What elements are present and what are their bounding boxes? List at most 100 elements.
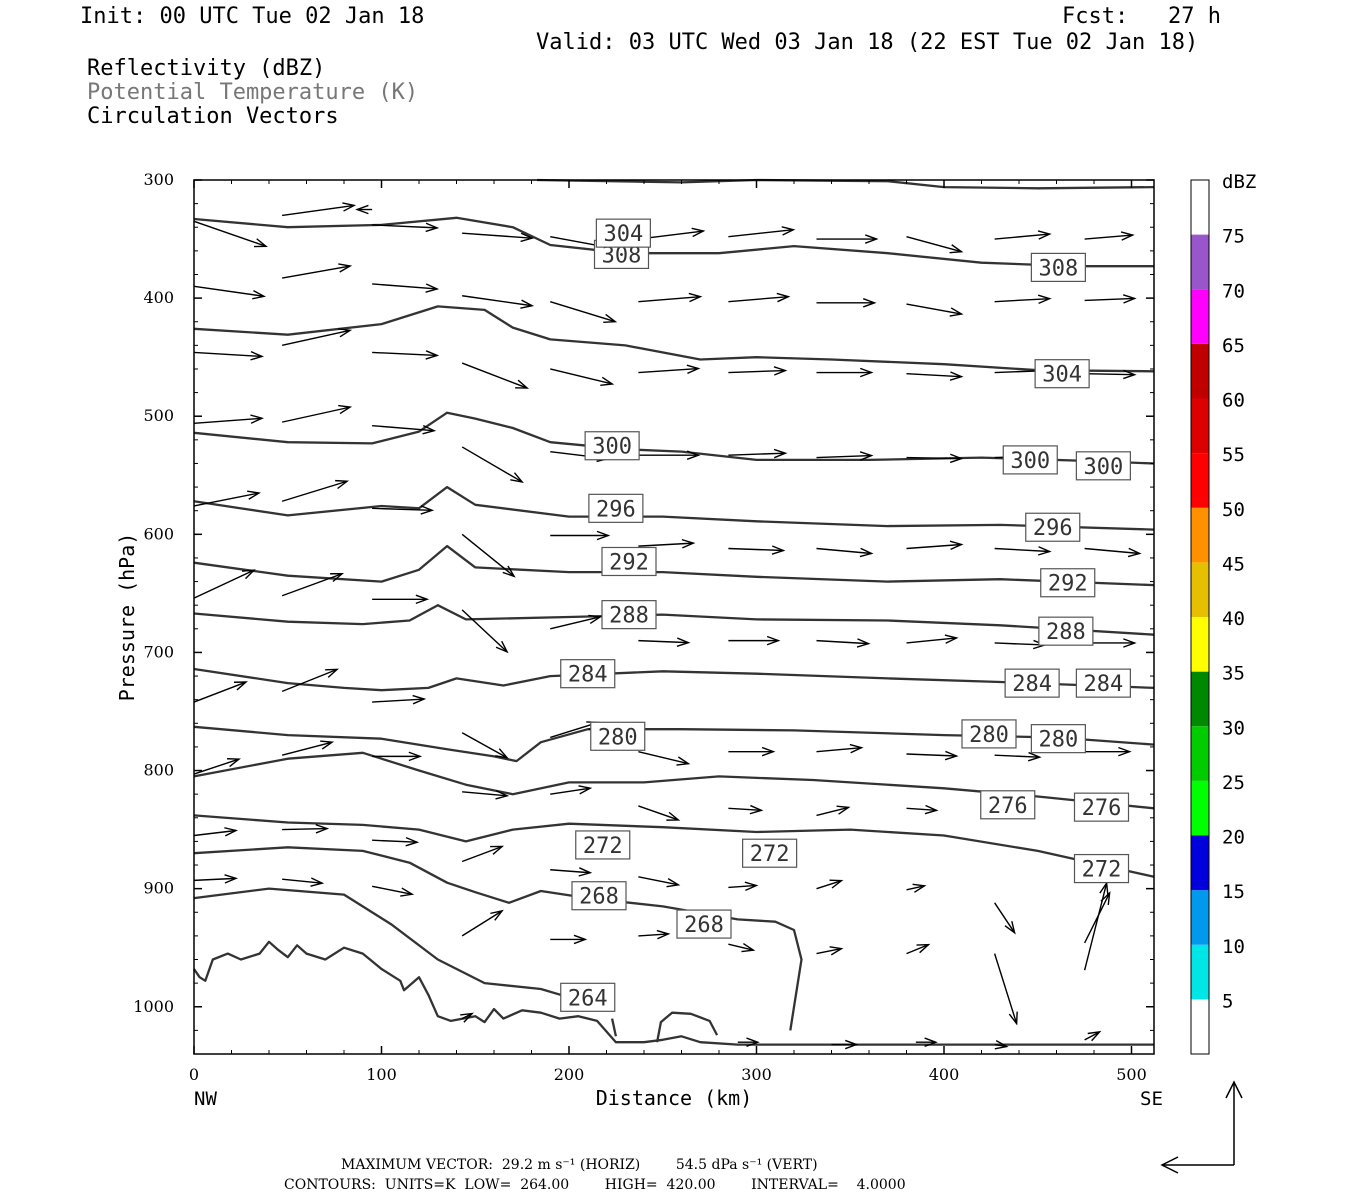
- theta-contour: [193, 940, 1154, 1046]
- wind-vector: [906, 236, 964, 254]
- wind-vector: [994, 294, 1052, 305]
- contour-label: 284: [1075, 668, 1131, 698]
- wind-vector: [461, 362, 530, 389]
- wind-vector: [550, 530, 611, 541]
- field-circulation-vectors: Circulation Vectors: [87, 104, 339, 129]
- theta-contour: [193, 485, 1155, 531]
- contour-label: 288: [601, 600, 657, 630]
- wind-vector: [816, 946, 844, 956]
- wind-vector: [193, 758, 241, 775]
- wind-vector: [281, 740, 335, 756]
- contour-label: 268: [571, 881, 627, 911]
- wind-vector: [1084, 294, 1137, 304]
- colorbar-tick-label: 50: [1222, 499, 1245, 521]
- wind-vector: [915, 1037, 938, 1047]
- wind-vector: [906, 453, 964, 464]
- wind-vector: [1084, 746, 1132, 757]
- colorbar-tick-label: 75: [1222, 226, 1245, 248]
- wind-vector: [906, 883, 927, 893]
- colorbar-tick-label: 25: [1222, 772, 1245, 794]
- theta-contour: [193, 604, 1155, 636]
- wind-vector: [550, 867, 593, 877]
- colorbar-tick-label: 70: [1222, 280, 1245, 302]
- colorbar-tick-label: 30: [1222, 717, 1245, 739]
- svg-text:264: 264: [568, 986, 608, 1011]
- wind-vector: [282, 263, 353, 279]
- y-tick-label: 400: [143, 288, 174, 307]
- theta-contour: [193, 887, 594, 1008]
- contour-label: 292: [1040, 568, 1096, 598]
- theta-contour: [655, 1011, 719, 1043]
- wind-vector: [638, 450, 701, 460]
- svg-text:276: 276: [1082, 796, 1122, 821]
- colorbar-segment: [1191, 453, 1209, 508]
- colorbar-segment: [1191, 343, 1209, 399]
- theta-contour: [193, 725, 1155, 763]
- wind-vector: [282, 877, 325, 887]
- dbz-colorbar: 5 10 15 20 25 30 35 40 45 50 55 60 65 70 75 dBZ: [1190, 171, 1256, 1055]
- colorbar-tick-label: 10: [1222, 936, 1245, 958]
- y-tick-label: 500: [143, 406, 174, 425]
- colorbar-tick-label: 40: [1222, 608, 1245, 630]
- wind-vector: [462, 232, 535, 243]
- wind-vector: [728, 804, 764, 815]
- svg-text:276: 276: [988, 794, 1028, 819]
- wind-vector: [372, 694, 427, 705]
- svg-text:300: 300: [1084, 455, 1124, 480]
- nw-label: NW: [194, 1088, 217, 1110]
- wind-vector: [1084, 369, 1137, 380]
- reference-vector-arrows: [1160, 1080, 1243, 1174]
- svg-text:296: 296: [1033, 516, 1073, 541]
- wind-vector: [638, 292, 703, 303]
- theta-contour: [193, 751, 1155, 810]
- svg-text:300: 300: [592, 435, 632, 460]
- max-vector-note: MAXIMUM VECTOR: 29.2 m s⁻¹ (HORIZ) 54.5 …: [341, 1157, 818, 1173]
- colorbar-unit: dBZ: [1222, 171, 1256, 193]
- wind-vector: [728, 881, 759, 892]
- se-label: SE: [1140, 1088, 1163, 1110]
- wind-vector: [638, 364, 701, 375]
- wind-vector: [994, 751, 1042, 762]
- wind-vector: [193, 490, 262, 507]
- y-tick-label: 300: [143, 170, 174, 189]
- colorbar-segment: [1191, 726, 1209, 781]
- contour-label: 308: [1030, 252, 1086, 282]
- wind-vector: [461, 446, 524, 483]
- colorbar-segment: [1191, 671, 1209, 727]
- contour-label: 276: [1073, 792, 1130, 822]
- colorbar-segment: [1191, 944, 1209, 1000]
- contour-label: 300: [1002, 445, 1058, 475]
- wind-vector: [372, 594, 430, 605]
- y-axis-label: Pressure (hPa): [115, 533, 139, 702]
- contour-label: 272: [575, 830, 631, 860]
- wind-vector: [372, 751, 423, 762]
- wind-vector: [193, 220, 268, 248]
- wind-vector: [461, 845, 505, 863]
- svg-text:292: 292: [609, 550, 649, 575]
- wind-vector: [193, 874, 239, 884]
- x-tick-label: 200: [554, 1065, 585, 1084]
- contour-label: 272: [1073, 853, 1130, 884]
- svg-text:296: 296: [596, 497, 636, 522]
- svg-text:300: 300: [1010, 449, 1050, 474]
- colorbar-segment: [1191, 289, 1209, 344]
- colorbar-segment: [1191, 617, 1209, 672]
- wind-vector: [550, 368, 615, 387]
- colorbar-tick-label: 60: [1222, 390, 1245, 412]
- svg-text:268: 268: [579, 885, 619, 910]
- contour-label: 300: [584, 431, 640, 461]
- y-tick-label: 900: [143, 879, 174, 898]
- wind-vector: [550, 785, 593, 795]
- svg-text:304: 304: [604, 222, 644, 247]
- wind-vector: [1083, 881, 1109, 971]
- wind-vector: [460, 1012, 474, 1023]
- theta-contour: [193, 814, 1155, 878]
- svg-text:280: 280: [1039, 728, 1079, 753]
- plot-frame: [193, 179, 1155, 1055]
- wind-vector: [994, 1040, 1009, 1050]
- wind-vector: [550, 300, 618, 323]
- wind-vector: [728, 448, 788, 459]
- wind-vector: [372, 283, 440, 293]
- theta-contour: [193, 305, 1155, 373]
